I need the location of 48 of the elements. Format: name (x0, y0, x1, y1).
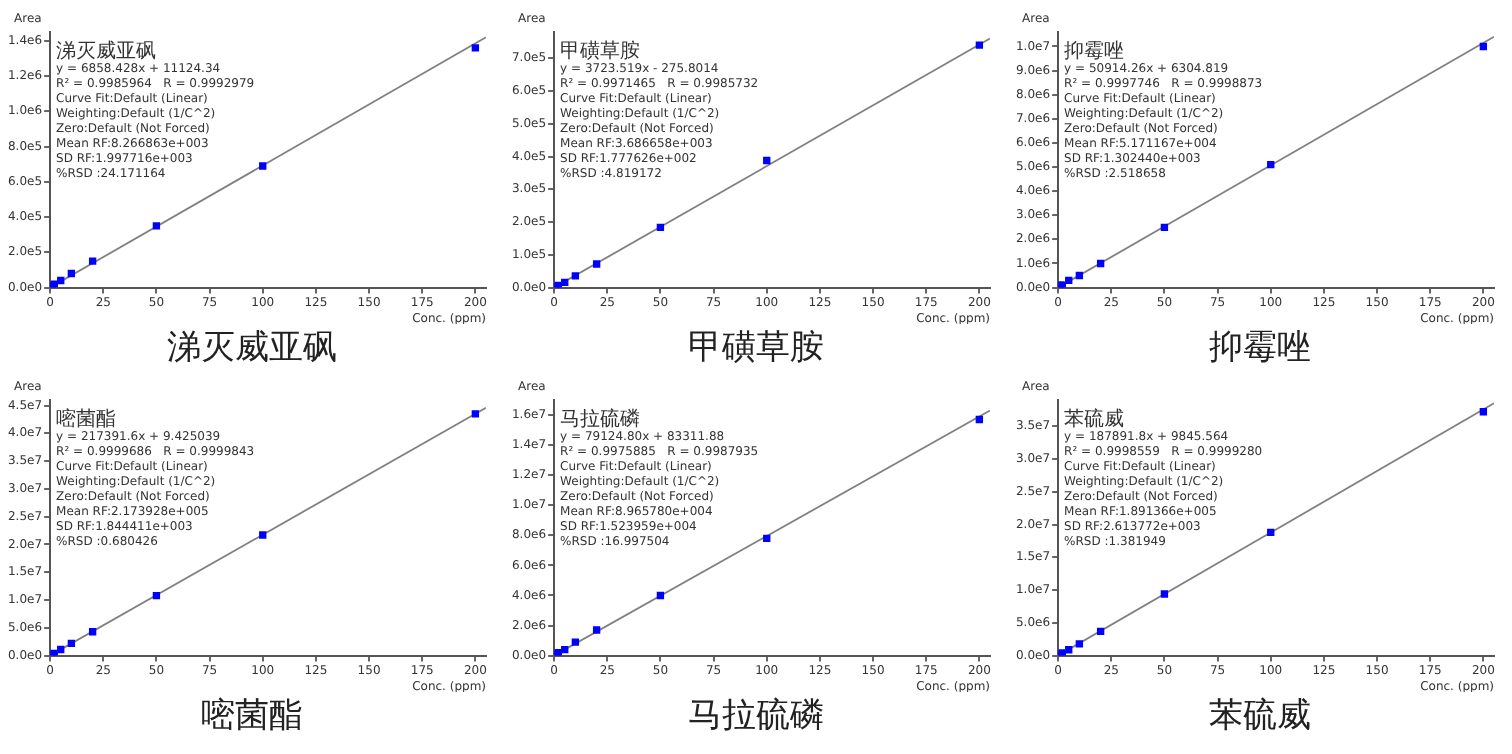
point (975, 41, 984, 49)
text: 涕灭威亚砜 (167, 326, 337, 372)
point (763, 156, 771, 165)
point (763, 534, 771, 542)
point (975, 415, 984, 424)
point (656, 591, 665, 600)
point (1479, 408, 1488, 416)
point (561, 278, 569, 287)
point (471, 44, 480, 52)
point (471, 410, 480, 418)
point (1096, 627, 1105, 636)
annotation: 抑霉唑 (1064, 39, 1125, 63)
point (1096, 259, 1105, 268)
point (67, 269, 76, 278)
point (592, 260, 601, 268)
point (1479, 42, 1488, 51)
point (571, 638, 580, 646)
point (1267, 528, 1275, 537)
text: 嘧菌酯 (201, 694, 303, 740)
point (592, 626, 601, 634)
point (571, 272, 580, 280)
point (1075, 640, 1084, 648)
point (1065, 646, 1073, 654)
point (561, 645, 569, 654)
point (1065, 276, 1073, 285)
point (152, 222, 161, 230)
point (67, 639, 76, 648)
annotation: 嘧菌酯 (56, 407, 117, 431)
text: 甲磺草胺 (688, 326, 824, 372)
annotation: 苯硫威 (1064, 407, 1125, 431)
point (259, 162, 267, 170)
annotation: 马拉硫磷 (560, 407, 641, 431)
point (88, 257, 97, 265)
text: 苯硫威 (1209, 694, 1311, 740)
point (88, 628, 97, 636)
point (57, 645, 65, 654)
point (152, 591, 161, 600)
point (1160, 590, 1169, 598)
annotation: 甲磺草胺 (560, 39, 641, 63)
point (656, 223, 665, 231)
text: 马拉硫磷 (688, 694, 824, 740)
annotation: 涕灭威亚砜 (56, 39, 157, 63)
point (57, 276, 65, 285)
text: 抑霉唑 (1209, 326, 1311, 372)
point (1075, 271, 1084, 280)
point (259, 531, 267, 539)
point (1267, 160, 1275, 169)
point (1160, 223, 1169, 231)
